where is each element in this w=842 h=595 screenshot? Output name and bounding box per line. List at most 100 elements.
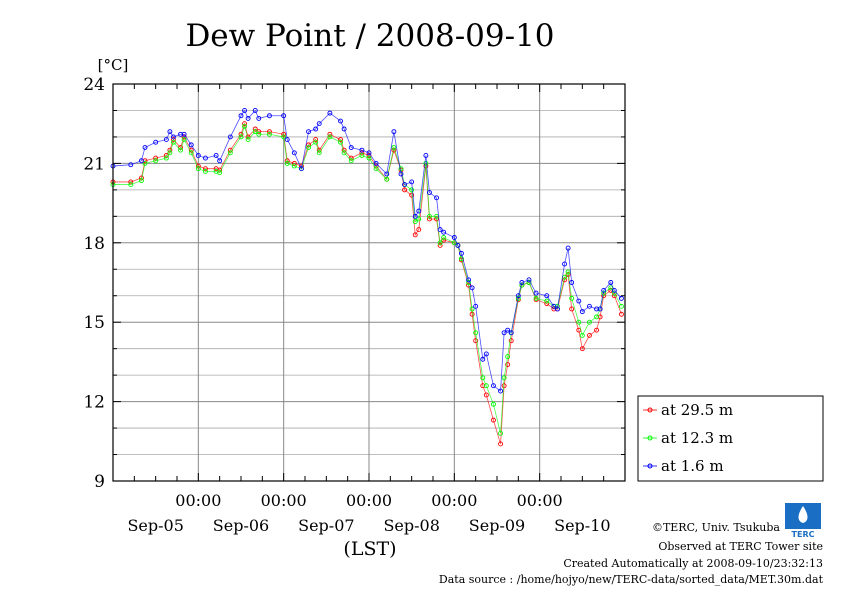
data-point (398, 166, 404, 172)
y-tick-label: 21 (83, 154, 105, 174)
data-point (473, 338, 479, 344)
data-point (291, 163, 297, 169)
data-point (242, 108, 248, 113)
data-point (437, 227, 443, 233)
data-point (426, 213, 432, 219)
data-point (533, 290, 539, 296)
data-point (284, 137, 290, 143)
data-point (167, 129, 173, 135)
chart-title: Dew Point / 2008-09-10 (185, 18, 554, 54)
data-point (142, 160, 148, 166)
data-point (227, 150, 233, 156)
data-point (409, 187, 415, 193)
logo-text: TERC (792, 530, 815, 539)
legend-box (637, 395, 824, 482)
data-point (469, 311, 475, 317)
day-label: Sep-10 (554, 516, 610, 535)
day-label: Sep-06 (213, 516, 269, 535)
data-point (533, 295, 539, 301)
data-point (373, 160, 379, 166)
data-point (412, 213, 418, 219)
data-point (483, 351, 489, 357)
legend-label: at 29.5 m (661, 401, 733, 419)
y-tick-label: 9 (94, 472, 105, 492)
data-point (586, 303, 592, 309)
data-point (341, 126, 347, 132)
data-point (426, 216, 432, 222)
data-point (242, 123, 248, 129)
data-point (202, 168, 208, 174)
data-point (544, 298, 550, 304)
grid-lines (113, 84, 625, 481)
data-point (391, 129, 397, 135)
data-point (501, 330, 507, 336)
data-point (490, 401, 496, 407)
data-point (594, 327, 600, 333)
data-point (202, 166, 208, 172)
data-point (402, 187, 408, 193)
y-tick-label: 12 (83, 393, 105, 413)
data-point (391, 145, 397, 150)
legend-marker (647, 407, 653, 413)
data-point (327, 131, 333, 137)
data-point (579, 332, 585, 338)
data-point (490, 383, 496, 389)
data-point (554, 306, 560, 312)
legend-label: at 12.3 m (661, 429, 733, 447)
data-point (434, 195, 440, 201)
data-point (611, 287, 617, 293)
data-point (579, 346, 585, 352)
data-point (618, 295, 624, 301)
data-point (579, 309, 585, 315)
data-point (284, 160, 290, 166)
data-point (195, 153, 201, 158)
data-point (256, 131, 262, 137)
data-point (188, 150, 194, 156)
data-point (163, 137, 169, 143)
data-point (359, 153, 365, 158)
data-point (298, 166, 304, 172)
data-point (526, 277, 532, 283)
data-point (437, 240, 443, 246)
data-point (586, 319, 592, 325)
source-text: Data source : /home/hojyo/new/TERC-data/… (439, 573, 824, 586)
legend-marker (647, 463, 653, 469)
data-point (128, 179, 134, 185)
data-point (458, 250, 464, 256)
data-point (423, 153, 429, 158)
data-point (178, 147, 184, 153)
data-point (366, 150, 372, 156)
data-point (458, 256, 464, 262)
series-line (113, 124, 622, 434)
data-point (373, 166, 379, 172)
data-point (618, 303, 624, 309)
data-point (412, 232, 418, 238)
data-point (576, 298, 582, 304)
terc-logo: TERC (785, 503, 821, 539)
series-line (113, 122, 622, 445)
data-point (423, 160, 429, 166)
data-point (416, 227, 422, 233)
data-point (505, 354, 511, 360)
data-point (313, 126, 319, 132)
y-tick-label: 18 (83, 234, 105, 254)
data-point (409, 179, 415, 185)
data-point (594, 314, 600, 320)
data-point (245, 137, 251, 143)
data-point (416, 216, 422, 222)
day-label: Sep-09 (469, 516, 525, 535)
data-point (515, 293, 521, 299)
data-point (338, 139, 344, 145)
data-point (469, 285, 475, 291)
data-point (266, 131, 272, 137)
data-point (291, 150, 297, 156)
data-point (412, 219, 418, 225)
data-point (252, 126, 258, 132)
data-point (188, 142, 194, 148)
y-tick-label: 24 (83, 75, 105, 95)
legend: at 29.5 m at 12.3 m at 1.6 m (637, 395, 824, 482)
data-point (576, 319, 582, 325)
data-point (498, 388, 504, 394)
data-point (142, 145, 148, 150)
data-point (565, 245, 571, 251)
